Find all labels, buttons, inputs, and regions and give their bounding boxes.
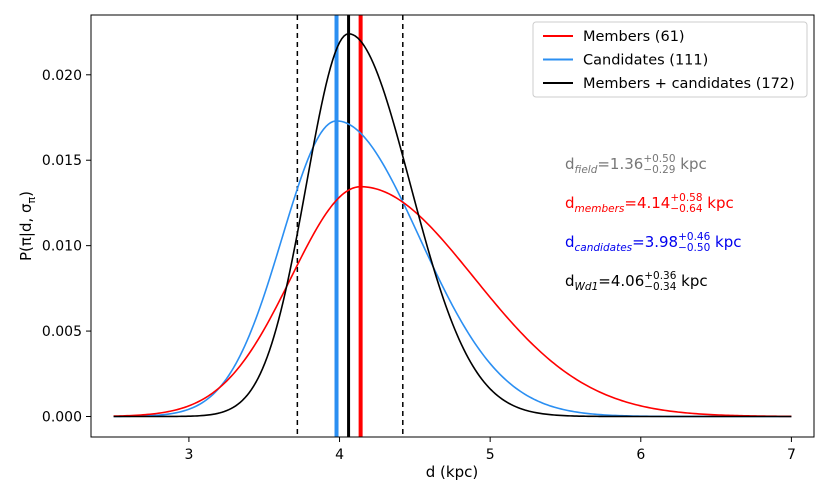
annotations: dfield=1.36+0.50 −0.29 kpc dmembers=4.14+… bbox=[565, 153, 742, 293]
x-tick-label: 6 bbox=[636, 447, 645, 463]
annot-unit-2: kpc bbox=[710, 233, 741, 251]
series-line-2 bbox=[113, 32, 792, 418]
series-line-0 bbox=[113, 185, 792, 418]
y-tick-label: 0.010 bbox=[42, 239, 82, 255]
annotation-d-candidates: dcandidates=3.98+0.46 −0.50 kpc bbox=[565, 231, 742, 254]
x-axis: 3 4 5 6 7 bbox=[184, 437, 796, 463]
x-tick-label: 7 bbox=[787, 447, 796, 463]
y-tick-label: 0.000 bbox=[42, 409, 82, 425]
annot-unit-3: kpc bbox=[676, 272, 707, 290]
annot-unit-1: kpc bbox=[703, 194, 734, 212]
y-axis: 0.000 0.005 0.010 0.015 0.020 bbox=[42, 68, 91, 425]
annotation-d-wd1: dWd1=4.06+0.36 −0.34 kpc bbox=[565, 270, 708, 293]
legend-label: Members (61) bbox=[583, 29, 685, 45]
annot-low-3: −0.34 bbox=[644, 281, 676, 293]
y-axis-label: P(π|d, σπ) bbox=[17, 191, 38, 261]
x-tick-label: 3 bbox=[184, 447, 193, 463]
annotation-d-field-base: d bbox=[565, 155, 575, 173]
y-tick-label: 0.020 bbox=[42, 68, 82, 84]
x-tick-label: 5 bbox=[486, 447, 495, 463]
density-curves bbox=[113, 32, 792, 418]
plot-area-frame bbox=[90, 14, 815, 438]
annot-unit-0: kpc bbox=[676, 155, 707, 173]
annot-low-2: −0.50 bbox=[678, 242, 710, 254]
legend-box bbox=[532, 21, 808, 98]
x-tick-label: 4 bbox=[335, 447, 344, 463]
legend-label: Candidates (111) bbox=[583, 53, 708, 69]
annot-low-1: −0.64 bbox=[670, 203, 702, 215]
y-tick-label: 0.005 bbox=[42, 324, 82, 340]
x-axis-label: d (kpc) bbox=[426, 463, 478, 481]
vertical-lines bbox=[296, 15, 404, 437]
annotation-d-field: dfield=1.36+0.50 −0.29 kpc bbox=[565, 153, 707, 176]
annotation-d-members: dmembers=4.14+0.58 −0.64 kpc bbox=[565, 192, 734, 215]
legend-label: Members + candidates (172) bbox=[583, 76, 795, 92]
legend: Members (61) Candidates (111) Members + ca… bbox=[532, 21, 808, 98]
annot-low-0: −0.29 bbox=[643, 164, 675, 176]
y-tick-label: 0.015 bbox=[42, 153, 82, 169]
